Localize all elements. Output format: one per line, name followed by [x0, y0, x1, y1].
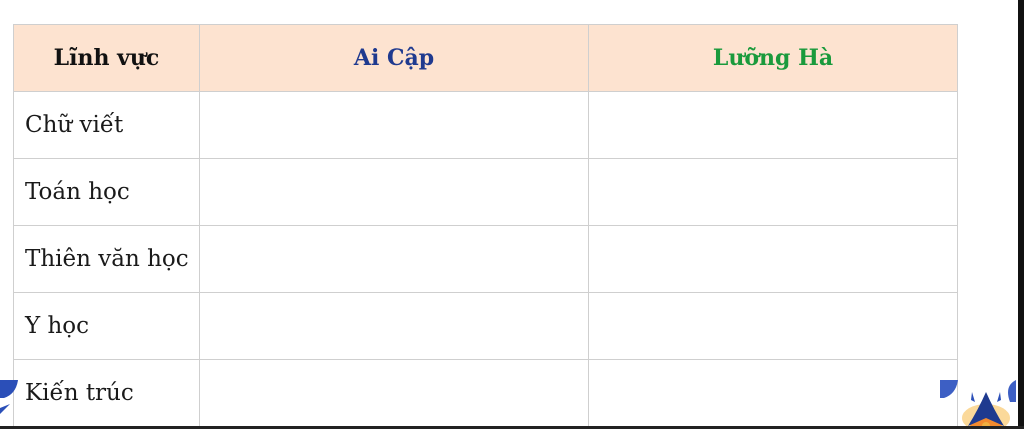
cell-luong-ha[interactable] [588, 158, 958, 226]
comparison-table: Lĩnh vực Ai Cập Lưỡng Hà Chữ viết Toán h… [13, 24, 958, 427]
cell-ai-cap[interactable] [199, 359, 589, 427]
cell-ai-cap[interactable] [199, 91, 589, 159]
floral-ornament-right-icon [940, 380, 1016, 429]
cell-luong-ha[interactable] [588, 292, 958, 360]
bottom-border [0, 426, 1024, 429]
table-row: Thiên văn học [13, 225, 958, 293]
row-label: Y học [13, 292, 200, 360]
header-linh-vuc: Lĩnh vực [13, 24, 200, 92]
row-label: Toán học [13, 158, 200, 226]
cell-ai-cap[interactable] [199, 225, 589, 293]
right-border [1018, 0, 1024, 429]
table-row: Chữ viết [13, 91, 958, 159]
cell-luong-ha[interactable] [588, 359, 958, 427]
cell-ai-cap[interactable] [199, 158, 589, 226]
header-luong-ha: Lưỡng Hà [588, 24, 958, 92]
row-label: Thiên văn học [13, 225, 200, 293]
cell-luong-ha[interactable] [588, 225, 958, 293]
header-row: Lĩnh vực Ai Cập Lưỡng Hà [13, 24, 958, 92]
cell-luong-ha[interactable] [588, 91, 958, 159]
table-row: Toán học [13, 158, 958, 226]
row-label: Chữ viết [13, 91, 200, 159]
header-ai-cap: Ai Cập [199, 24, 589, 92]
table-row: Kiến trúc [13, 359, 958, 427]
cell-ai-cap[interactable] [199, 292, 589, 360]
row-label: Kiến trúc [13, 359, 200, 427]
table-row: Y học [13, 292, 958, 360]
floral-ornament-left-icon [0, 380, 18, 414]
